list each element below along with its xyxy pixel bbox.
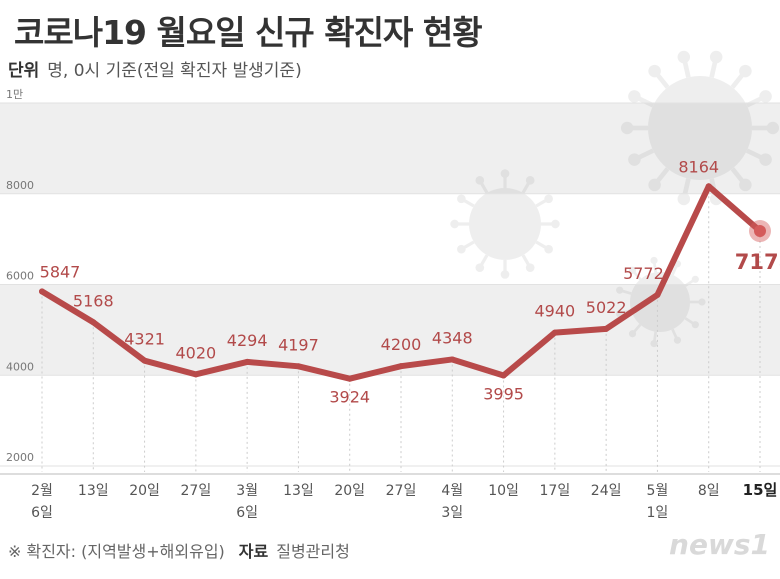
x-tick-label: 20일	[129, 483, 160, 499]
x-axis: 2월 6일 13일 20일 27일 3월 6일 13일 20일 27일 4월 3일 10일 17일 24일 5…	[31, 481, 777, 521]
data-labels: 5847 5168 4321 4020 4294 4197 3924 4200 4348 3995…	[40, 157, 780, 406]
y-tick-label: 2000	[6, 451, 34, 464]
y-tick-label: 6000	[6, 270, 34, 283]
x-tick-label: 27일	[181, 483, 212, 499]
data-point	[192, 371, 199, 378]
source-name: 질병관리청	[276, 542, 350, 561]
data-label: 4200	[381, 335, 422, 354]
data-point	[90, 319, 97, 326]
data-label: 7178	[735, 250, 780, 274]
x-tick-label: 8일	[698, 483, 720, 499]
data-point	[295, 363, 302, 370]
x-tick-label: 6일	[31, 505, 53, 521]
source-label: 자료	[238, 542, 269, 561]
data-point	[346, 375, 353, 382]
news1-logo: news1	[669, 528, 770, 561]
data-point	[500, 372, 507, 379]
x-tick-label: 3월	[236, 483, 258, 499]
x-tick-label: 27일	[386, 483, 417, 499]
data-point	[244, 358, 251, 365]
chart-band	[0, 103, 780, 194]
data-points	[39, 183, 771, 382]
data-point	[449, 356, 456, 363]
y-tick-label: 8000	[6, 179, 34, 192]
unit-description: 명, 0시 기준(전일 확진자 발생기준)	[47, 61, 302, 81]
data-point	[398, 363, 404, 370]
data-point	[551, 329, 558, 336]
data-label: 5847	[40, 262, 81, 281]
subtitle: 단위 명, 0시 기준(전일 확진자 발생기준)	[8, 56, 302, 81]
y-tick-label: 4000	[6, 360, 34, 373]
virus-icon	[450, 169, 560, 279]
y-axis: 1만 2000 4000 6000 8000	[6, 88, 34, 464]
data-point	[754, 225, 766, 238]
data-label: 4020	[175, 343, 216, 362]
chart-gridlines	[0, 102, 780, 472]
x-tick-label: 24일	[591, 483, 622, 499]
footer: ※ 확진자: (지역발생+해외유입) 자료 질병관리청	[8, 538, 350, 562]
data-label: 5168	[73, 291, 114, 310]
data-label: 5022	[586, 298, 627, 317]
x-tick-label: 13일	[283, 483, 314, 499]
virus-icon	[616, 256, 706, 348]
data-label: 3924	[329, 388, 370, 407]
x-tick-label: 13일	[78, 483, 109, 499]
data-point	[603, 325, 610, 332]
data-label: 5772	[623, 264, 664, 283]
x-tick-label: 4월	[441, 483, 463, 499]
data-label: 4348	[432, 328, 473, 347]
data-label: 4321	[124, 330, 165, 349]
unit-label: 단위	[8, 61, 40, 81]
data-label: 3995	[483, 384, 524, 403]
data-label: 4294	[227, 331, 268, 350]
x-tick-label: 17일	[540, 483, 571, 499]
x-tick-label: 5월	[647, 483, 669, 499]
data-label: 4940	[534, 302, 575, 321]
x-tick-label: 6일	[236, 505, 258, 521]
data-point	[39, 288, 45, 295]
data-label: 8164	[678, 157, 719, 176]
data-point	[705, 183, 712, 190]
x-tick-label: 10일	[488, 483, 519, 499]
x-tick-label: 2월	[31, 483, 53, 499]
page-title: 코로나19 월요일 신규 확진자 현황	[14, 13, 483, 52]
data-label: 4197	[278, 335, 319, 354]
footnote: ※ 확진자: (지역발생+해외유입)	[8, 542, 225, 561]
x-tick-label: 20일	[334, 483, 365, 499]
x-tick-label: 3일	[441, 505, 463, 521]
data-point	[141, 357, 148, 364]
x-tick-label: 1일	[647, 505, 669, 521]
y-unit-label: 1만	[6, 88, 23, 101]
x-tick-label: 15일	[743, 481, 778, 499]
data-point	[654, 291, 661, 298]
